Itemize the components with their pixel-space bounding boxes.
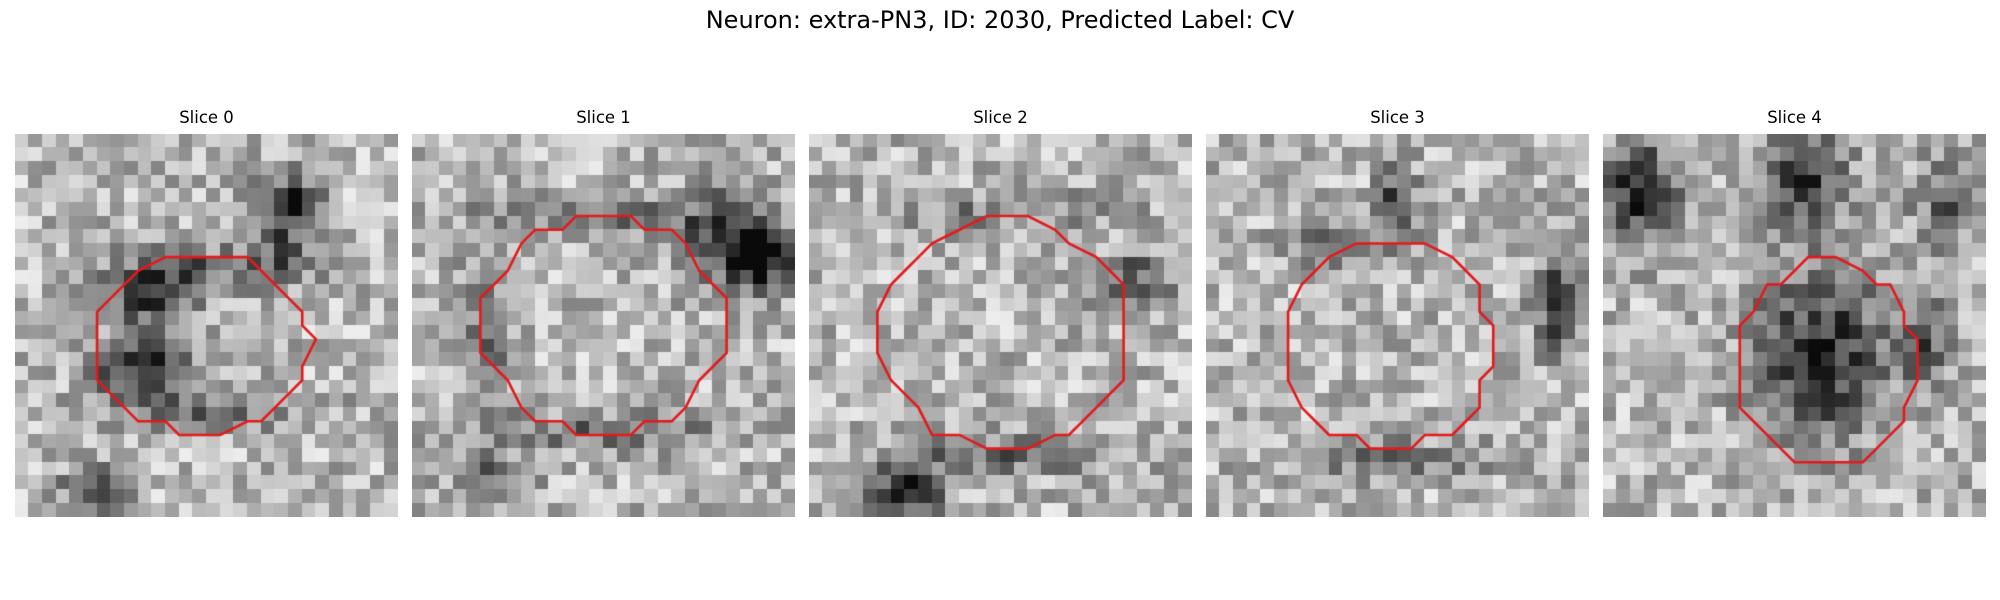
figure-title: Neuron: extra-PN3, ID: 2030, Predicted L… bbox=[705, 6, 1295, 34]
slice-image-0 bbox=[15, 134, 398, 517]
slice-image-3 bbox=[1206, 134, 1589, 517]
slice-image-4 bbox=[1603, 134, 1986, 517]
slice-title-4: Slice 4 bbox=[1767, 108, 1822, 127]
slice-title-3: Slice 3 bbox=[1370, 108, 1425, 127]
slice-image-1 bbox=[412, 134, 795, 517]
slice-title-2: Slice 2 bbox=[973, 108, 1028, 127]
slice-title-0: Slice 0 bbox=[179, 108, 234, 127]
slice-title-1: Slice 1 bbox=[576, 108, 631, 127]
slice-image-2 bbox=[809, 134, 1192, 517]
